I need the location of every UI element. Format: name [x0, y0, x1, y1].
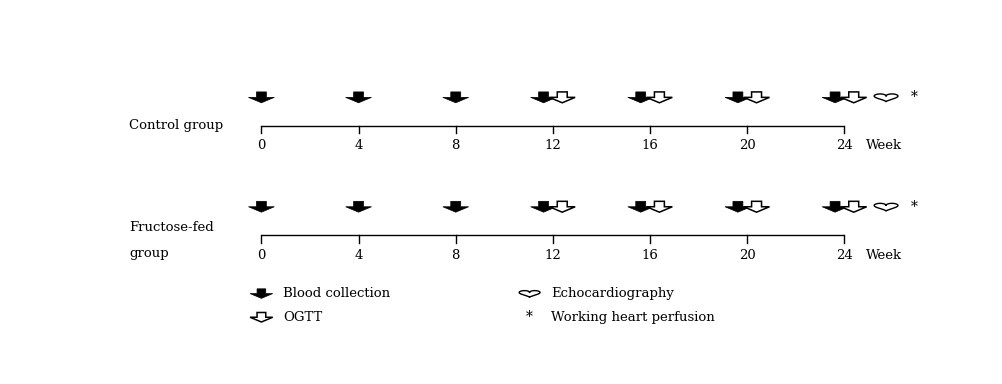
Text: 0: 0 — [257, 248, 266, 262]
Polygon shape — [822, 201, 847, 212]
Polygon shape — [840, 92, 866, 103]
Text: 4: 4 — [354, 139, 363, 152]
Polygon shape — [346, 92, 371, 103]
Polygon shape — [646, 201, 671, 212]
Text: Week: Week — [866, 139, 902, 152]
Text: Echocardiography: Echocardiography — [551, 287, 673, 300]
Polygon shape — [249, 289, 273, 298]
Text: 4: 4 — [354, 248, 363, 262]
Text: 16: 16 — [641, 248, 658, 262]
Polygon shape — [248, 92, 275, 103]
Text: 24: 24 — [836, 139, 852, 152]
Text: Blood collection: Blood collection — [283, 287, 390, 300]
Polygon shape — [822, 92, 847, 103]
Text: group: group — [129, 247, 168, 260]
Polygon shape — [442, 201, 468, 212]
Text: 8: 8 — [451, 248, 460, 262]
Text: 20: 20 — [738, 139, 755, 152]
Polygon shape — [346, 201, 371, 212]
Text: Control group: Control group — [129, 119, 223, 132]
Polygon shape — [742, 92, 769, 103]
Polygon shape — [530, 201, 556, 212]
Text: 12: 12 — [544, 139, 561, 152]
Polygon shape — [549, 92, 574, 103]
Polygon shape — [724, 201, 750, 212]
Text: *: * — [911, 90, 917, 104]
Text: OGTT: OGTT — [283, 311, 322, 324]
Text: Week: Week — [866, 248, 902, 262]
Polygon shape — [627, 201, 653, 212]
Text: Working heart perfusion: Working heart perfusion — [551, 311, 714, 324]
Text: 0: 0 — [257, 139, 266, 152]
Text: 20: 20 — [738, 248, 755, 262]
Text: 24: 24 — [836, 248, 852, 262]
Text: 16: 16 — [641, 139, 658, 152]
Text: Fructose-fed: Fructose-fed — [129, 221, 213, 234]
Text: 12: 12 — [544, 248, 561, 262]
Polygon shape — [627, 92, 653, 103]
Polygon shape — [724, 92, 750, 103]
Polygon shape — [742, 201, 769, 212]
Polygon shape — [442, 92, 468, 103]
Text: *: * — [526, 310, 532, 324]
Polygon shape — [840, 201, 866, 212]
Polygon shape — [530, 92, 556, 103]
Polygon shape — [248, 201, 275, 212]
Polygon shape — [249, 313, 273, 322]
Polygon shape — [549, 201, 574, 212]
Text: *: * — [911, 200, 917, 214]
Polygon shape — [646, 92, 671, 103]
Text: 8: 8 — [451, 139, 460, 152]
